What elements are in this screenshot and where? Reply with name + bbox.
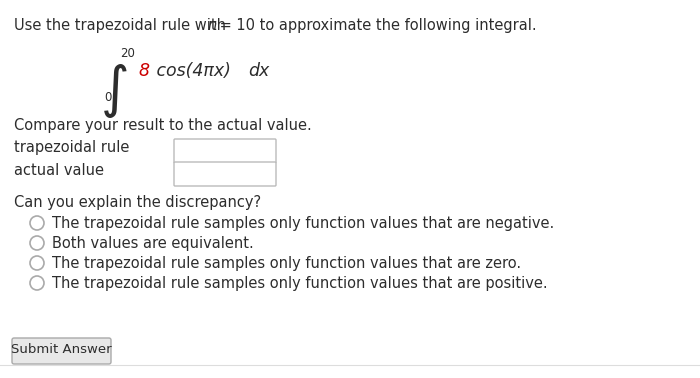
Text: Can you explain the discrepancy?: Can you explain the discrepancy? [14, 195, 261, 210]
Circle shape [30, 236, 44, 250]
Text: = 10 to approximate the following integral.: = 10 to approximate the following integr… [215, 18, 537, 33]
FancyBboxPatch shape [12, 338, 111, 364]
FancyBboxPatch shape [174, 162, 276, 186]
Text: cos(4πx): cos(4πx) [151, 62, 237, 80]
Text: 0: 0 [104, 91, 111, 104]
Text: dx: dx [248, 62, 270, 80]
Text: The trapezoidal rule samples only function values that are negative.: The trapezoidal rule samples only functi… [52, 216, 554, 231]
Text: 20: 20 [120, 47, 135, 60]
Text: actual value: actual value [14, 163, 104, 178]
Circle shape [30, 216, 44, 230]
Text: n: n [207, 18, 216, 33]
Text: The trapezoidal rule samples only function values that are positive.: The trapezoidal rule samples only functi… [52, 276, 547, 291]
Circle shape [30, 256, 44, 270]
Text: $\int$: $\int$ [100, 62, 127, 120]
Text: The trapezoidal rule samples only function values that are zero.: The trapezoidal rule samples only functi… [52, 256, 521, 271]
Circle shape [30, 276, 44, 290]
Text: 8: 8 [138, 62, 149, 80]
Text: trapezoidal rule: trapezoidal rule [14, 140, 130, 155]
Text: Both values are equivalent.: Both values are equivalent. [52, 236, 253, 251]
Text: Compare your result to the actual value.: Compare your result to the actual value. [14, 118, 312, 133]
Text: Submit Answer: Submit Answer [11, 343, 112, 356]
Text: Use the trapezoidal rule with: Use the trapezoidal rule with [14, 18, 230, 33]
FancyBboxPatch shape [174, 139, 276, 163]
